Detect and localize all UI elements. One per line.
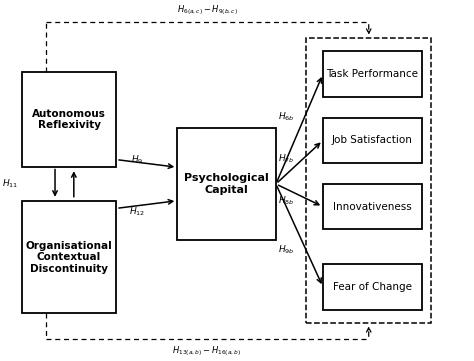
Text: $H_{7b}$: $H_{7b}$: [278, 152, 295, 165]
FancyBboxPatch shape: [323, 52, 421, 97]
FancyBboxPatch shape: [22, 73, 116, 166]
Text: Innovativeness: Innovativeness: [333, 202, 411, 212]
Text: $H_{12}$: $H_{12}$: [129, 206, 146, 218]
Text: $H_9$: $H_9$: [131, 153, 144, 166]
Text: Autonomous
Reflexivity: Autonomous Reflexivity: [32, 109, 106, 130]
Text: Psychological
Capital: Psychological Capital: [184, 173, 269, 195]
Text: Job Satisfaction: Job Satisfaction: [332, 135, 413, 145]
Text: Organisational
Contextual
Discontinuity: Organisational Contextual Discontinuity: [26, 241, 112, 274]
Text: $H_{8b}$: $H_{8b}$: [278, 194, 295, 207]
Text: Fear of Change: Fear of Change: [333, 282, 412, 292]
FancyBboxPatch shape: [323, 118, 421, 163]
FancyBboxPatch shape: [22, 201, 116, 313]
Text: $H_{9b}$: $H_{9b}$: [278, 243, 295, 256]
FancyBboxPatch shape: [323, 184, 421, 229]
Text: Task Performance: Task Performance: [326, 69, 418, 79]
Text: $H_{11}$: $H_{11}$: [2, 178, 18, 190]
Text: $H_{6b}$: $H_{6b}$: [278, 110, 295, 123]
Text: $H_{13(a,b)}-H_{16(a,b)}$: $H_{13(a,b)}-H_{16(a,b)}$: [173, 344, 242, 358]
FancyBboxPatch shape: [177, 128, 276, 240]
FancyBboxPatch shape: [323, 264, 421, 309]
Text: $H_{6(a,c)}-H_{9(b,c)}$: $H_{6(a,c)}-H_{9(b,c)}$: [177, 3, 237, 17]
